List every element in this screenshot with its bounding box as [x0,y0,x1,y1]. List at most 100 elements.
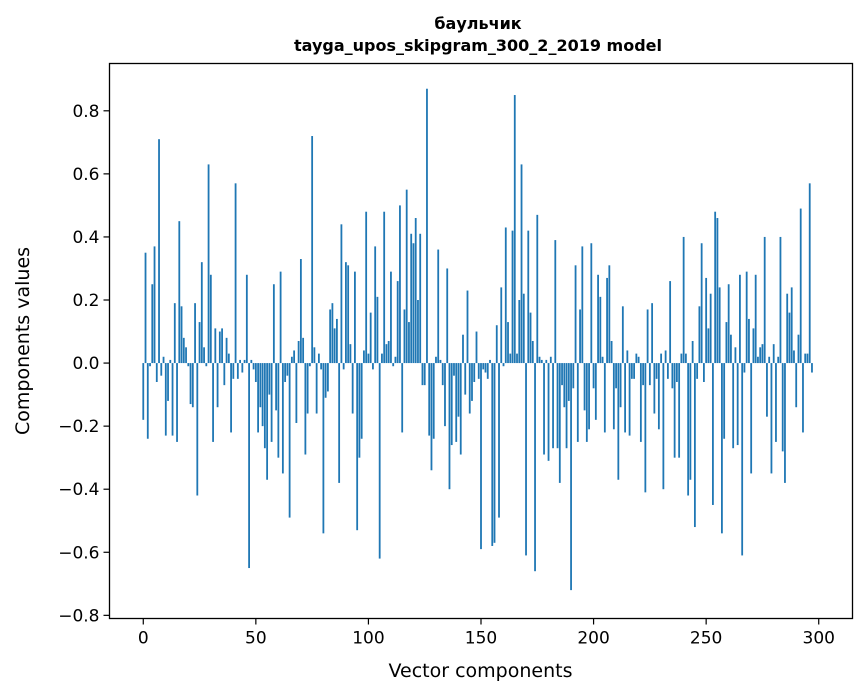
bar-component-27 [203,347,205,364]
bar-component-4 [151,284,154,364]
bar-component-201 [594,363,597,420]
y-axis-label: Components values [12,247,34,435]
bar-component-158 [498,363,500,518]
bar-component-73 [306,363,309,414]
bar-component-102 [372,363,374,370]
bar-component-291 [797,334,800,364]
bar-component-175 [536,214,539,364]
bar-component-281 [775,363,777,442]
bar-component-90 [345,262,347,364]
bar-component-132 [439,359,442,364]
bar-component-51 [257,363,259,433]
bar-component-93 [351,363,354,414]
bar-component-216 [628,363,631,436]
bar-component-30 [209,274,212,364]
bar-component-133 [441,363,444,386]
bar-component-29 [207,164,210,364]
bar-component-146 [471,363,473,401]
bar-component-260 [727,284,730,364]
bar-component-84 [331,303,334,364]
bar-component-120 [412,243,415,364]
bar-component-36 [223,363,226,386]
bar-component-232 [664,350,667,364]
bar-component-63 [284,363,287,382]
bar-component-169 [522,293,525,364]
bar-component-176 [538,356,541,364]
bar-component-2 [146,363,149,439]
bar-component-20 [187,363,190,367]
bar-component-104 [376,296,379,364]
bar-component-248 [700,243,703,364]
bar-component-34 [218,331,221,364]
x-tick-label: 200 [577,629,609,649]
bar-component-206 [606,277,608,364]
bar-component-276 [763,236,766,364]
y-tick-label: 0.4 [72,228,99,248]
bar-component-131 [437,249,440,364]
bar-component-168 [520,164,523,364]
bar-component-48 [250,359,253,364]
bar-component-150 [480,363,482,550]
bar-component-266 [741,363,744,556]
bar-component-223 [644,363,647,493]
bar-component-181 [549,356,552,364]
bar-component-159 [500,287,503,364]
bar-component-190 [570,363,572,591]
bar-component-239 [680,353,683,364]
bar-component-70 [299,259,302,364]
bar-component-14 [173,303,176,364]
bar-component-10 [164,363,167,436]
x-tick-label: 150 [465,629,497,649]
bar-component-250 [705,277,708,364]
bar-component-241 [684,353,687,364]
bar-component-135 [446,268,449,364]
bar-component-13 [171,363,174,436]
bar-component-111 [392,363,395,367]
bar-component-222 [642,363,645,386]
x-tick-label: 250 [690,629,722,649]
bar-component-125 [423,363,426,386]
bar-component-75 [311,136,314,364]
bar-component-141 [459,363,462,455]
bar-component-66 [290,356,293,364]
bar-component-9 [162,356,165,364]
bar-component-227 [653,363,656,414]
y-tick-label: 0.2 [72,291,99,311]
bar-component-11 [167,363,169,401]
bar-component-182 [552,363,554,449]
bar-component-19 [185,347,187,364]
bar-component-46 [245,274,248,364]
bar-component-207 [608,265,611,364]
bar-component-200 [592,363,595,389]
bar-component-199 [590,243,593,364]
bar-component-55 [266,363,269,480]
bar-component-42 [236,363,239,379]
bar-component-210 [615,363,617,389]
bar-component-208 [610,341,613,364]
bar-component-28 [205,363,208,367]
bar-component-72 [304,363,307,455]
bar-component-112 [394,356,397,364]
bar-component-163 [509,353,512,364]
bar-component-195 [581,246,584,364]
bar-component-74 [308,363,311,367]
bar-component-189 [567,363,570,401]
bar-component-211 [617,363,620,480]
bar-component-116 [403,309,406,364]
bar-component-188 [565,363,568,449]
bar-component-171 [527,230,530,364]
bar-component-18 [182,337,185,364]
bar-component-231 [662,363,665,490]
bar-component-187 [563,363,566,408]
bar-component-220 [637,356,640,364]
bar-component-198 [588,363,590,430]
bar-component-172 [529,312,532,364]
bar-component-96 [358,363,361,458]
bar-component-247 [698,306,701,364]
bar-component-217 [630,363,633,379]
bar-component-61 [279,271,282,364]
bar-component-155 [491,363,494,546]
bar-component-1 [144,252,147,364]
bar-component-97 [360,363,363,439]
bar-component-177 [540,359,543,364]
